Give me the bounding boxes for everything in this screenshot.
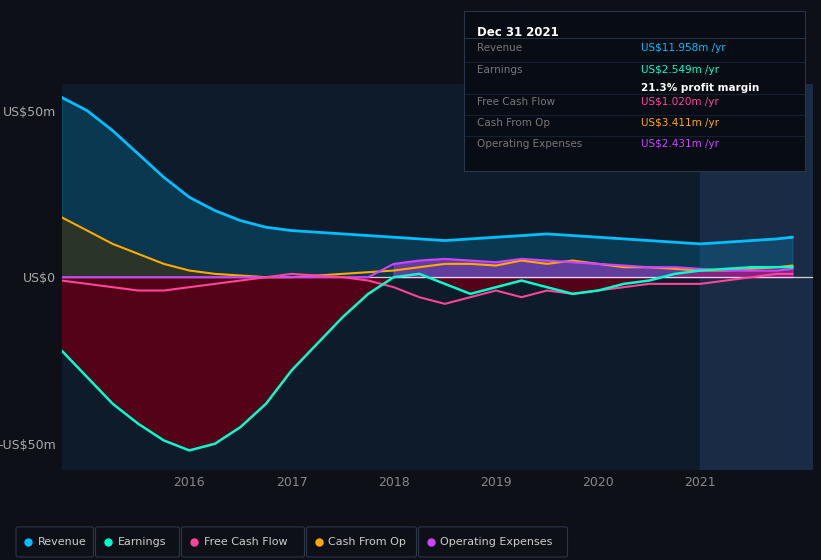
Text: US$3.411m /yr: US$3.411m /yr: [641, 118, 719, 128]
Text: Revenue: Revenue: [478, 43, 523, 53]
Text: US$2.431m /yr: US$2.431m /yr: [641, 139, 719, 149]
Text: Cash From Op: Cash From Op: [478, 118, 551, 128]
FancyBboxPatch shape: [16, 527, 94, 557]
FancyBboxPatch shape: [419, 527, 567, 557]
Text: 21.3% profit margin: 21.3% profit margin: [641, 83, 759, 93]
Text: Cash From Op: Cash From Op: [328, 537, 406, 547]
Text: Dec 31 2021: Dec 31 2021: [478, 26, 559, 39]
Text: Operating Expenses: Operating Expenses: [478, 139, 583, 149]
Text: US$2.549m /yr: US$2.549m /yr: [641, 66, 719, 76]
Text: US$11.958m /yr: US$11.958m /yr: [641, 43, 726, 53]
Text: Revenue: Revenue: [38, 537, 87, 547]
FancyBboxPatch shape: [181, 527, 305, 557]
Text: Free Cash Flow: Free Cash Flow: [204, 537, 287, 547]
FancyBboxPatch shape: [306, 527, 416, 557]
Text: US$1.020m /yr: US$1.020m /yr: [641, 97, 719, 108]
Text: Earnings: Earnings: [117, 537, 166, 547]
Text: Earnings: Earnings: [478, 66, 523, 76]
Text: Free Cash Flow: Free Cash Flow: [478, 97, 556, 108]
FancyBboxPatch shape: [95, 527, 180, 557]
Bar: [700, 84, 813, 470]
Text: Operating Expenses: Operating Expenses: [441, 537, 553, 547]
